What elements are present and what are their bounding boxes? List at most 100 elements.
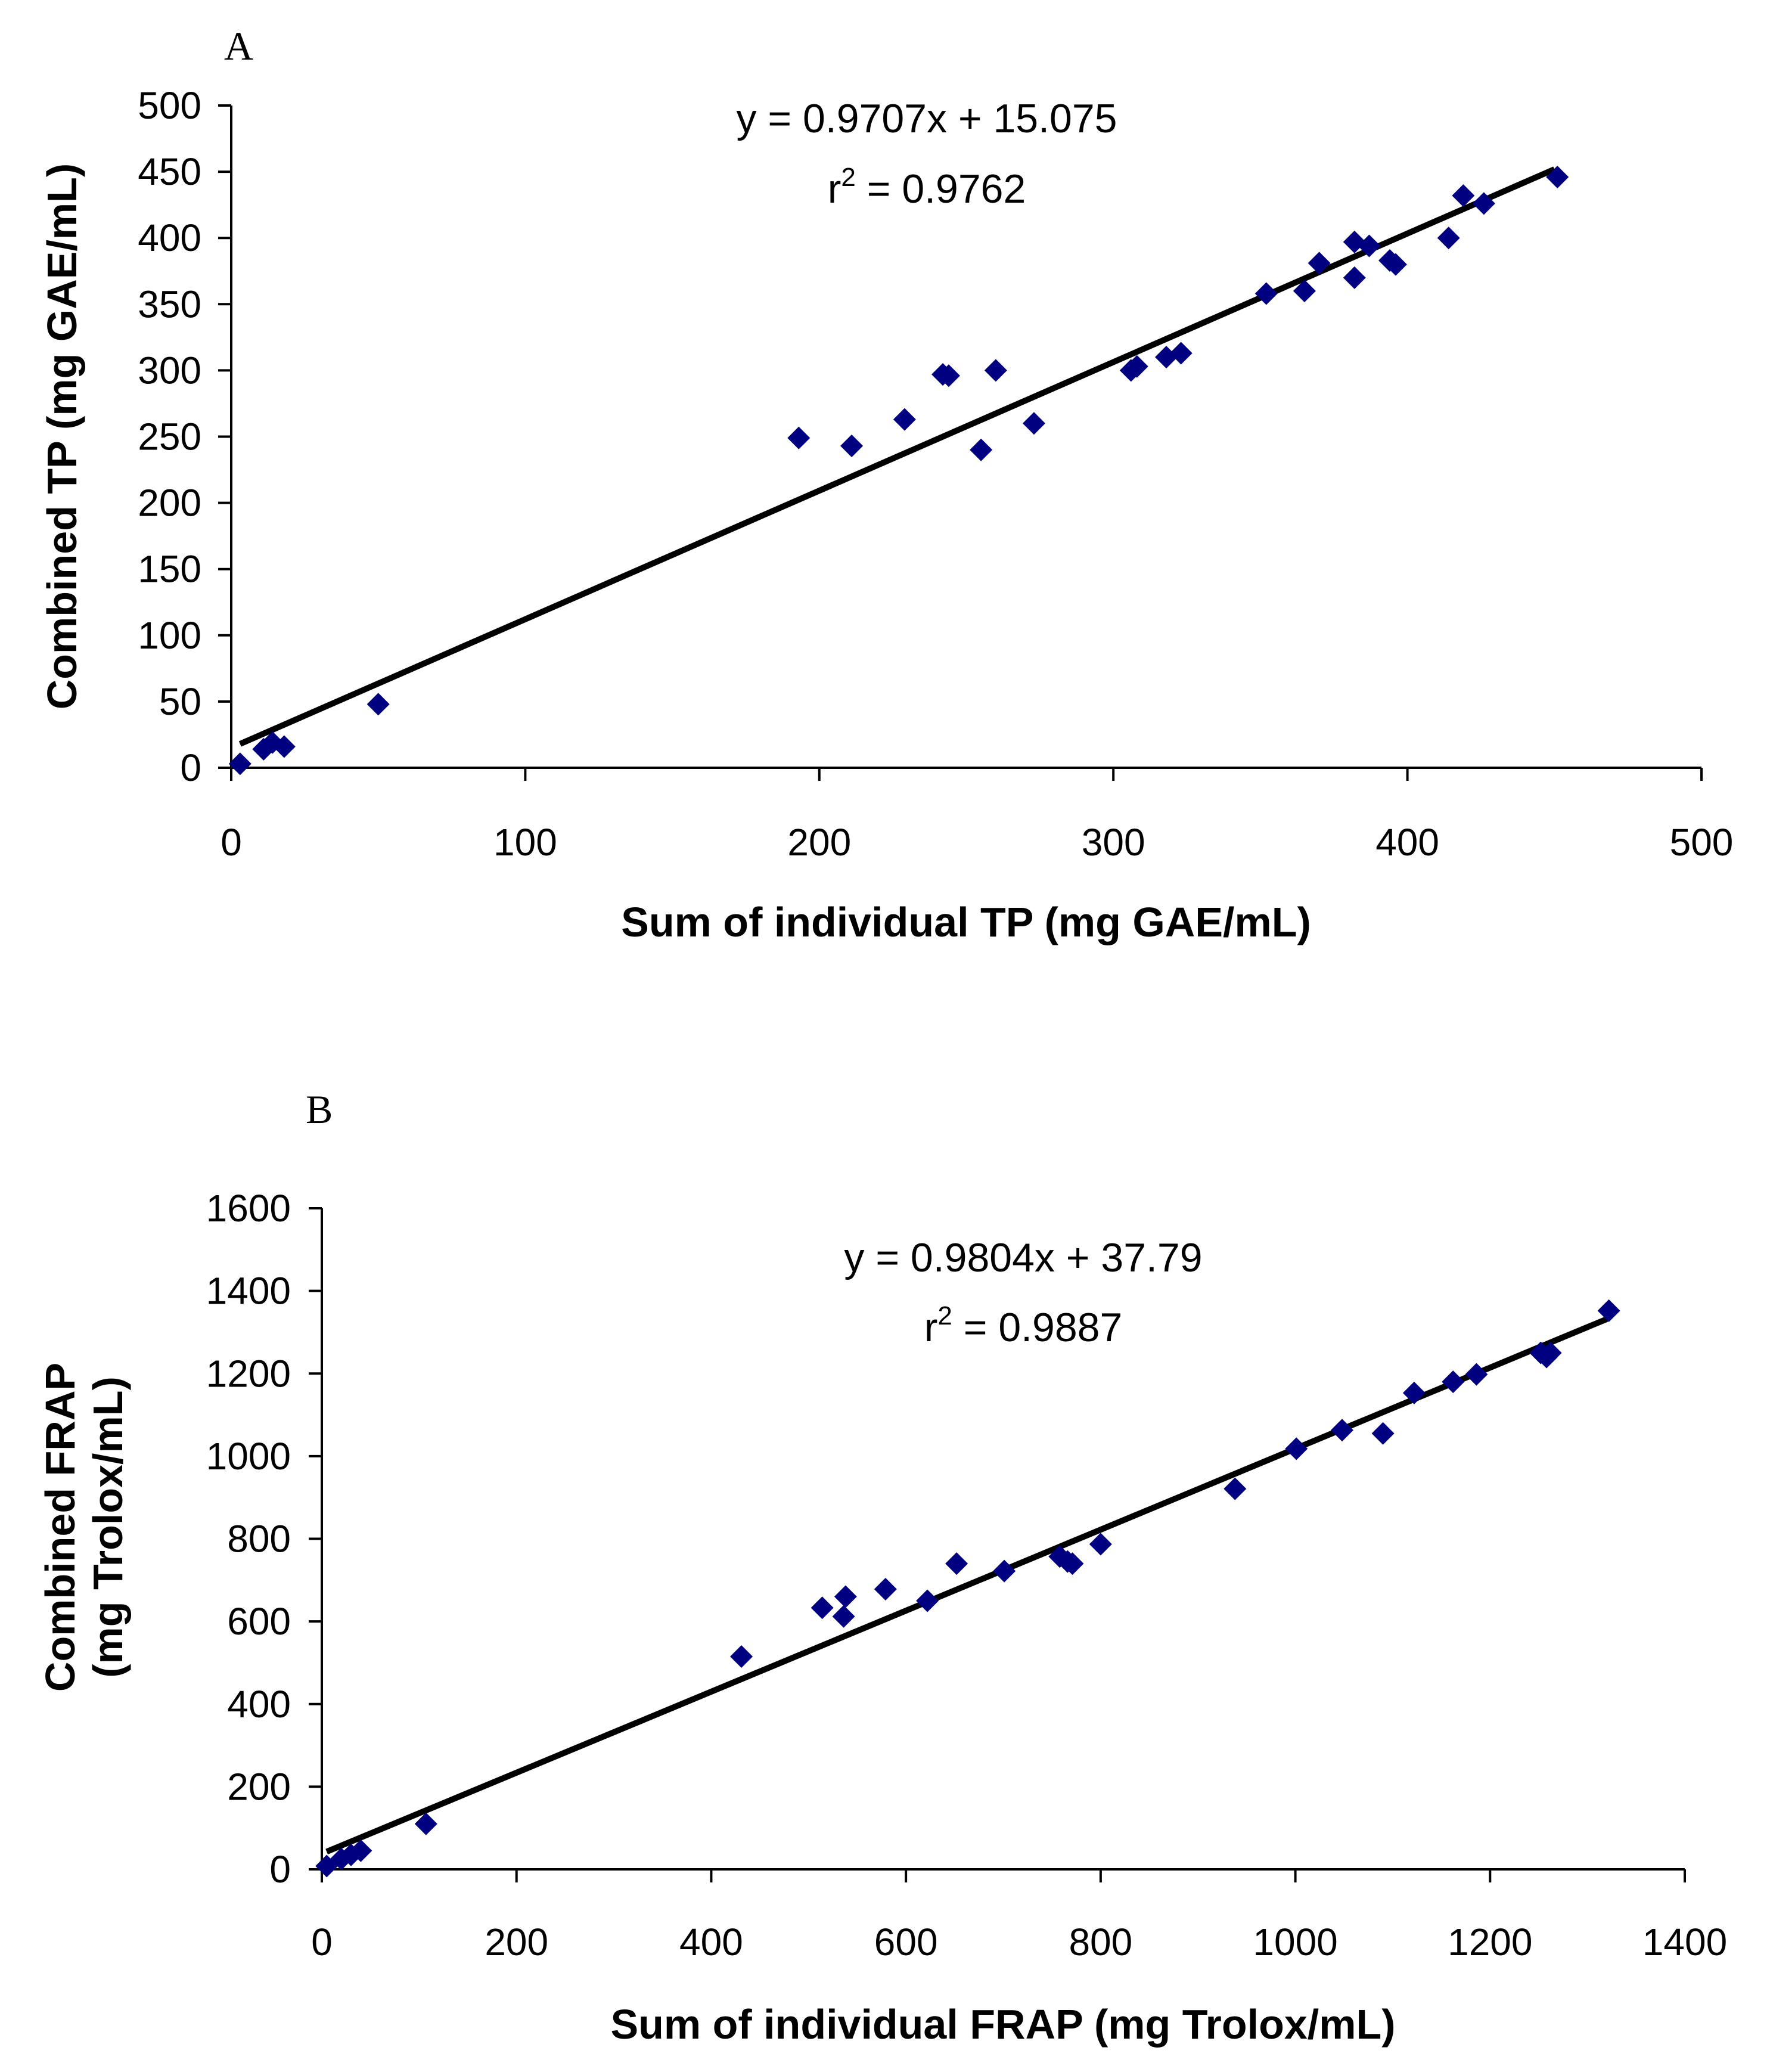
panel-a-letter: A [224, 23, 253, 69]
data-point [1546, 165, 1569, 188]
y-tick-label: 50 [159, 680, 201, 723]
y-tick-label: 250 [138, 415, 201, 458]
x-tick-label: 0 [221, 821, 242, 864]
y-tick-label: 1600 [206, 1187, 291, 1230]
data-point [840, 435, 864, 458]
panel-b-letter: B [306, 1087, 333, 1132]
panel-b-y-axis-title: Combined FRAP(mg Trolox/mL) [37, 1363, 131, 1692]
data-point [1169, 342, 1193, 365]
data-point [1293, 280, 1316, 303]
y-tick-label: 350 [138, 283, 201, 325]
x-tick-label: 300 [1082, 821, 1145, 864]
panel-b-y-axis-title-line2: (mg Trolox/mL) [85, 1376, 131, 1678]
y-tick-label: 400 [227, 1683, 291, 1726]
panel-b-x-axis-title: Sum of individual FRAP (mg Trolox/mL) [610, 2001, 1395, 2048]
panel-a-r2-r: r [828, 166, 841, 212]
y-tick-label: 1400 [206, 1270, 291, 1313]
x-tick-label: 200 [485, 1921, 548, 1964]
data-point [970, 438, 993, 461]
data-point [414, 1812, 437, 1835]
x-tick-label: 100 [493, 821, 557, 864]
data-point [730, 1645, 753, 1668]
x-tick-label: 1200 [1448, 1921, 1532, 1964]
data-point [1125, 355, 1148, 378]
data-point [984, 359, 1007, 382]
data-point [834, 1585, 857, 1608]
y-tick-label: 0 [269, 1848, 291, 1891]
y-tick-label: 500 [138, 84, 201, 127]
data-point [1597, 1299, 1620, 1322]
data-point [1224, 1477, 1247, 1500]
panel-b-r2-r: r [924, 1305, 938, 1350]
data-point [893, 408, 916, 431]
data-point [1384, 253, 1407, 276]
y-tick-label: 400 [138, 216, 201, 259]
data-point [1061, 1552, 1084, 1575]
chart-panel-a: A 0 100 200 300 400 500 0 50 100 150 200 250 300 350 4… [39, 23, 1733, 945]
data-point [874, 1578, 897, 1601]
data-point [349, 1839, 372, 1862]
panel-a-x-axis-title: Sum of individual TP (mg GAE/mL) [621, 899, 1311, 945]
data-point [1308, 252, 1331, 275]
y-tick-label: 200 [227, 1765, 291, 1808]
panel-a-ticks: 0 100 200 300 400 500 0 50 100 150 200 250 300 350 400… [138, 84, 1733, 864]
y-tick-label: 1000 [206, 1435, 291, 1478]
panel-b-r2-value: = 0.9887 [952, 1305, 1122, 1350]
data-point [1472, 192, 1495, 215]
panel-b-r2-superscript: 2 [937, 1301, 952, 1330]
data-point [272, 735, 296, 758]
x-tick-label: 500 [1670, 821, 1734, 864]
trendline [325, 1316, 1608, 1855]
panel-a-trendline-group [238, 166, 1556, 747]
y-tick-label: 600 [227, 1600, 291, 1643]
panel-b-points [315, 1299, 1620, 1878]
data-point [1022, 412, 1045, 435]
data-point [1437, 227, 1460, 250]
panel-b-equation: y = 0.9804x + 37.79 [844, 1235, 1202, 1280]
data-point [787, 426, 811, 449]
panel-b-y-axis-title-line1: Combined FRAP [37, 1363, 83, 1692]
y-tick-label: 450 [138, 150, 201, 193]
y-tick-label: 100 [138, 614, 201, 657]
data-point [993, 1559, 1016, 1583]
y-tick-label: 800 [227, 1518, 291, 1561]
data-point [937, 364, 960, 387]
panel-b-trendline-group [325, 1316, 1608, 1855]
trendline [238, 166, 1556, 747]
data-point [1254, 282, 1278, 305]
data-point [945, 1552, 968, 1575]
panel-a-y-axis-title: Combined TP (mg GAE/mL) [39, 163, 85, 710]
panel-a-r2-value: = 0.9762 [856, 166, 1026, 212]
data-point [1465, 1363, 1488, 1386]
data-point [1089, 1533, 1112, 1556]
x-tick-label: 600 [874, 1921, 938, 1964]
y-tick-label: 1200 [206, 1352, 291, 1395]
data-point [1371, 1422, 1395, 1445]
panel-a-points [228, 165, 1569, 776]
data-point [228, 752, 251, 776]
x-tick-label: 400 [679, 1921, 743, 1964]
data-point [1402, 1381, 1426, 1404]
x-tick-label: 0 [311, 1921, 333, 1964]
data-point [1539, 1341, 1562, 1364]
data-point [832, 1605, 855, 1628]
data-point [367, 693, 390, 716]
data-point [1285, 1437, 1308, 1460]
chart-panel-b: B 0 200 400 600 800 1000 1200 1400 0 200 400 600 800… [37, 1087, 1727, 2048]
data-point [1442, 1370, 1465, 1394]
data-point [1358, 234, 1381, 258]
data-point [916, 1589, 939, 1612]
panel-b-r-squared: r2 = 0.9887 [924, 1301, 1123, 1350]
panel-a-r-squared: r2 = 0.9762 [828, 163, 1026, 212]
y-tick-label: 200 [138, 482, 201, 525]
data-point [1452, 184, 1475, 207]
x-tick-label: 800 [1069, 1921, 1132, 1964]
y-tick-label: 150 [138, 548, 201, 591]
panel-a-r2-superscript: 2 [841, 163, 855, 192]
panel-a-equation: y = 0.9707x + 15.075 [737, 96, 1117, 141]
data-point [1343, 266, 1366, 289]
x-tick-label: 200 [787, 821, 851, 864]
data-point [811, 1596, 834, 1620]
data-point [1330, 1419, 1353, 1442]
